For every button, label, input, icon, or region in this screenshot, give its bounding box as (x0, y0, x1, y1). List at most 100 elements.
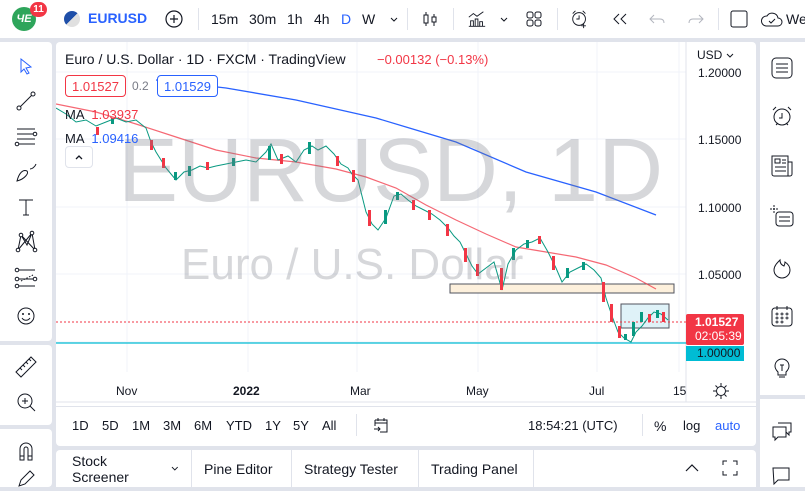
range-1d[interactable]: 1D (72, 418, 89, 433)
tab-pine-editor[interactable]: Pine Editor (192, 450, 292, 487)
redo-button[interactable] (686, 9, 706, 29)
go-to-date-button[interactable] (372, 416, 390, 439)
cursor-tool[interactable] (14, 54, 38, 78)
chart-type-button[interactable] (420, 9, 440, 29)
timeframe-30m[interactable]: 30m (249, 11, 277, 27)
alerts-button[interactable] (768, 102, 796, 130)
magnet-icon (19, 442, 33, 461)
time-tick: 15 (673, 384, 687, 398)
spread-value: 0.2 (132, 79, 149, 93)
percent-scale-toggle[interactable]: % (654, 418, 667, 434)
calendar-icon (771, 306, 793, 327)
ma-slow-line[interactable] (155, 79, 657, 216)
timeframe-w[interactable]: W (362, 11, 376, 27)
range-1y[interactable]: 1Y (265, 418, 281, 433)
magnet-tools-group (0, 429, 52, 487)
data-window-button[interactable] (768, 202, 796, 230)
range-6m[interactable]: 6M (194, 418, 213, 433)
tab-strategy-tester[interactable]: Strategy Tester (292, 450, 419, 487)
chart-settings-button[interactable] (712, 382, 730, 405)
maximize-panel-button[interactable] (721, 459, 739, 482)
fullscreen-toggle-button[interactable] (729, 9, 749, 29)
ma-slow-legend[interactable]: MA 1.09416 (65, 131, 138, 146)
divider (198, 8, 199, 30)
range-5d[interactable]: 5D (102, 418, 119, 433)
pattern-icon (15, 230, 38, 253)
consolidation-rectangle[interactable] (620, 303, 670, 329)
buy-button[interactable]: 1.01529 (157, 75, 218, 97)
create-alert-button[interactable] (570, 9, 590, 29)
range-1m[interactable]: 1M (132, 418, 151, 433)
currency-selector[interactable]: USD (697, 48, 734, 62)
log-scale-toggle[interactable]: log (683, 418, 701, 433)
save-layout-button[interactable] (760, 9, 784, 29)
ma-fast-line[interactable] (56, 103, 657, 290)
pattern-tool[interactable] (14, 230, 38, 254)
stay-in-drawing-button[interactable] (14, 467, 38, 491)
sell-button[interactable]: 1.01527 (65, 75, 126, 97)
text-icon (19, 199, 33, 216)
trend-line-tool[interactable] (14, 89, 38, 113)
timeframe-15m[interactable]: 15m (211, 11, 239, 27)
chevron-down-icon (726, 53, 734, 58)
timeframe-4h[interactable]: 4h (314, 11, 330, 27)
time-tick: Jul (589, 384, 605, 398)
range-ytd[interactable]: YTD (226, 418, 252, 433)
calendar-button[interactable] (768, 302, 796, 330)
watchlist-button[interactable] (768, 54, 796, 82)
range-all[interactable]: All (322, 418, 337, 433)
resistance-zone-rectangle[interactable] (449, 283, 675, 294)
ma-fast-legend[interactable]: MA 1.03937 (65, 107, 138, 122)
flame-icon (773, 258, 791, 279)
range-3m[interactable]: 3M (163, 418, 182, 433)
zoom-in-tool[interactable] (14, 390, 38, 414)
fib-tool[interactable] (14, 124, 38, 148)
collapse-legend-button[interactable] (65, 146, 93, 168)
range-5y[interactable]: 5Y (293, 418, 309, 433)
compare-symbol-button[interactable] (164, 9, 184, 29)
magnet-mode-button[interactable] (14, 439, 38, 463)
auto-scale-toggle[interactable]: auto (715, 418, 741, 433)
horizontal-lines-icon (14, 128, 38, 147)
cloud-check-icon (760, 12, 783, 27)
candles-icon (423, 12, 437, 26)
news-button[interactable] (768, 152, 796, 180)
timeframe-d[interactable]: D (341, 11, 352, 27)
chats-button[interactable] (768, 417, 796, 445)
indicators-dropdown[interactable] (494, 9, 514, 29)
layouts-button[interactable] (524, 9, 544, 29)
tab-trading-panel[interactable]: Trading Panel (419, 450, 534, 487)
brush-tool[interactable] (14, 160, 38, 184)
chart-panel[interactable]: EURUSD, 1D Euro / U.S. Dollar Euro / U.S… (56, 42, 756, 446)
chart-canvas[interactable] (56, 42, 756, 446)
messages-button[interactable] (768, 462, 796, 490)
chevron-down-icon (500, 17, 508, 22)
symbol-search-button[interactable]: EURUSD (88, 10, 148, 26)
layout-name[interactable]: We (786, 11, 805, 27)
data-window-icon (770, 205, 794, 227)
hotlists-button[interactable] (768, 254, 796, 282)
tab-stock-screener[interactable]: Stock Screener (60, 450, 192, 487)
prediction-tool[interactable] (14, 266, 38, 290)
measure-tool[interactable] (14, 355, 38, 379)
fullscreen-corners-icon (722, 460, 738, 476)
timeframe-1h[interactable]: 1h (287, 11, 303, 27)
utc-clock[interactable]: 18:54:21 (UTC) (528, 418, 618, 433)
tab-label: Trading Panel (431, 460, 518, 477)
drawing-tools-group (0, 42, 52, 341)
redo-icon (688, 14, 704, 24)
timeframe-dropdown[interactable] (384, 9, 404, 29)
grid-icon (526, 11, 542, 27)
rewind-icon (613, 13, 627, 25)
expand-panel-button[interactable] (684, 461, 700, 479)
ma-fast-label: MA (65, 107, 84, 122)
undo-button[interactable] (647, 9, 667, 29)
replay-button[interactable] (610, 9, 630, 29)
avatar-initials: ЧЕ (16, 13, 32, 25)
icons-tool[interactable] (14, 304, 38, 328)
arrow-cursor-icon (20, 57, 33, 75)
text-tool[interactable] (14, 195, 38, 219)
indicators-button[interactable] (467, 9, 487, 29)
ideas-button[interactable] (768, 354, 796, 382)
drawing-toolbar (0, 42, 52, 487)
